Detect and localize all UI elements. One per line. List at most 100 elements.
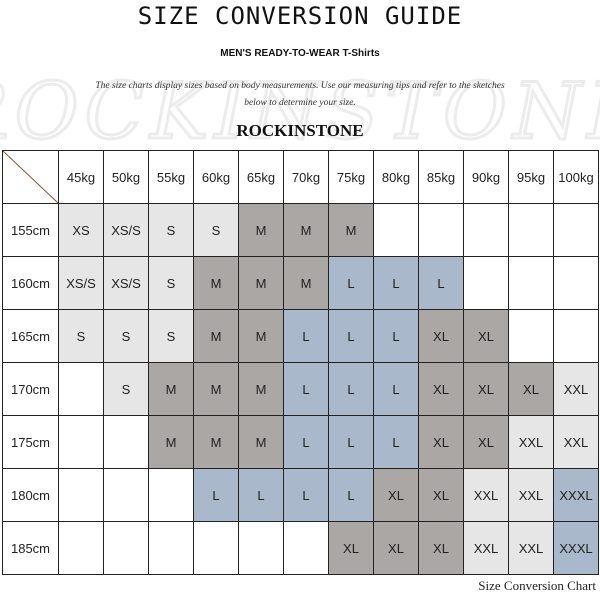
table-row: 170cm S M M M L L L XL XL XL XXL bbox=[2, 362, 599, 416]
row-header: 175cm bbox=[2, 415, 59, 469]
size-cell: M bbox=[283, 256, 329, 310]
size-cell: L bbox=[328, 362, 374, 416]
column-header: 55kg bbox=[148, 150, 194, 204]
size-cell: XL bbox=[418, 521, 464, 575]
size-cell: L bbox=[373, 256, 419, 310]
column-header: 85kg bbox=[418, 150, 464, 204]
size-cell: L bbox=[238, 468, 284, 522]
size-cell: M bbox=[328, 203, 374, 257]
size-cell: L bbox=[283, 362, 329, 416]
size-cell: XL bbox=[373, 468, 419, 522]
size-cell: L bbox=[283, 468, 329, 522]
size-cell bbox=[193, 521, 239, 575]
size-cell: L bbox=[328, 415, 374, 469]
size-cell bbox=[58, 521, 104, 575]
size-cell bbox=[103, 521, 149, 575]
table-row: 160cm XS/S XS/S S M M M L L L bbox=[2, 256, 599, 310]
size-table: 45kg 50kg 55kg 60kg 65kg 70kg 75kg 80kg 85kg 90kg… bbox=[2, 150, 599, 575]
column-header: 70kg bbox=[283, 150, 329, 204]
size-cell: M bbox=[238, 415, 284, 469]
column-header: 100kg bbox=[553, 150, 599, 204]
size-cell: XS bbox=[58, 203, 104, 257]
size-cell bbox=[463, 256, 509, 310]
size-cell: XXL bbox=[508, 468, 554, 522]
table-row: 180cm L L L L XL XL XXL XXL XXXL bbox=[2, 468, 599, 522]
size-cell: XL bbox=[328, 521, 374, 575]
size-cell: M bbox=[283, 203, 329, 257]
size-cell: S bbox=[148, 309, 194, 363]
size-cell: XXL bbox=[508, 521, 554, 575]
size-cell: L bbox=[373, 309, 419, 363]
description: The size charts display sizes based on b… bbox=[95, 81, 505, 108]
size-cell: M bbox=[193, 256, 239, 310]
table-row: 175cm M M M L L L XL XL XXL XXL bbox=[2, 415, 599, 469]
size-cell bbox=[148, 468, 194, 522]
size-cell bbox=[103, 468, 149, 522]
size-cell bbox=[238, 521, 284, 575]
row-header: 155cm bbox=[2, 203, 59, 257]
size-cell: XL bbox=[418, 362, 464, 416]
size-cell: L bbox=[418, 256, 464, 310]
size-cell: M bbox=[238, 309, 284, 363]
size-cell: S bbox=[103, 309, 149, 363]
chart-caption: Size Conversion Chart bbox=[478, 578, 596, 593]
size-cell: XL bbox=[463, 362, 509, 416]
size-cell bbox=[103, 415, 149, 469]
size-cell: L bbox=[373, 362, 419, 416]
watermark-logo: ROCKINSTONE bbox=[0, 70, 600, 155]
size-cell: XXXL bbox=[553, 468, 599, 522]
size-cell: M bbox=[193, 415, 239, 469]
size-cell: M bbox=[148, 362, 194, 416]
size-cell: XXL bbox=[508, 415, 554, 469]
column-header: 75kg bbox=[328, 150, 374, 204]
size-cell: XXL bbox=[463, 468, 509, 522]
size-cell bbox=[58, 415, 104, 469]
size-cell: XL bbox=[418, 415, 464, 469]
size-cell: L bbox=[193, 468, 239, 522]
corner-cell bbox=[2, 150, 59, 204]
size-cell: XXL bbox=[553, 415, 599, 469]
page-title: SIZE CONVERSION GUIDE bbox=[137, 2, 463, 30]
table-row: 165cm S S S M M L L L XL XL bbox=[2, 309, 599, 363]
size-cell: S bbox=[193, 203, 239, 257]
size-cell bbox=[463, 203, 509, 257]
size-cell: L bbox=[328, 468, 374, 522]
size-cell bbox=[58, 362, 104, 416]
size-cell bbox=[148, 521, 194, 575]
size-cell: M bbox=[238, 362, 284, 416]
column-header: 80kg bbox=[373, 150, 419, 204]
size-cell: M bbox=[148, 415, 194, 469]
row-header: 160cm bbox=[2, 256, 59, 310]
size-cell: XL bbox=[463, 309, 509, 363]
size-cell: XXL bbox=[463, 521, 509, 575]
size-cell bbox=[373, 203, 419, 257]
size-cell: XL bbox=[463, 415, 509, 469]
column-header: 95kg bbox=[508, 150, 554, 204]
size-cell bbox=[553, 256, 599, 310]
size-cell bbox=[283, 521, 329, 575]
size-cell: M bbox=[193, 309, 239, 363]
size-cell: XXXL bbox=[553, 521, 599, 575]
row-header: 170cm bbox=[2, 362, 59, 416]
size-cell: XS/S bbox=[103, 203, 149, 257]
size-cell: M bbox=[193, 362, 239, 416]
size-cell bbox=[508, 256, 554, 310]
row-header: 165cm bbox=[2, 309, 59, 363]
size-cell: S bbox=[148, 203, 194, 257]
size-cell: L bbox=[283, 309, 329, 363]
size-cell: XL bbox=[418, 468, 464, 522]
size-cell: L bbox=[328, 256, 374, 310]
size-cell bbox=[553, 309, 599, 363]
size-cell: L bbox=[283, 415, 329, 469]
brand-name: ROCKINSTONE bbox=[236, 121, 364, 140]
column-header: 90kg bbox=[463, 150, 509, 204]
size-cell: M bbox=[238, 256, 284, 310]
size-cell: XS/S bbox=[58, 256, 104, 310]
table-row: 155cm XS XS/S S S M M M bbox=[2, 203, 599, 257]
size-cell bbox=[508, 203, 554, 257]
row-header: 180cm bbox=[2, 468, 59, 522]
size-cell: XL bbox=[418, 309, 464, 363]
diagonal-line bbox=[3, 151, 58, 203]
column-header: 60kg bbox=[193, 150, 239, 204]
size-cell: L bbox=[373, 415, 419, 469]
